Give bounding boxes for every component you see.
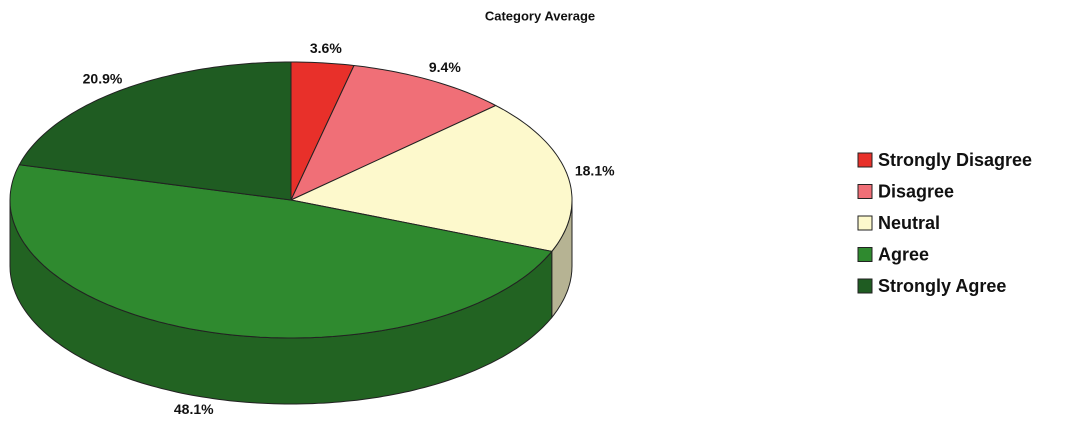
pie-slice bbox=[18, 61, 292, 201]
pie-slice bbox=[289, 104, 573, 252]
legend-label: Disagree bbox=[878, 181, 954, 201]
data-label: 3.6% bbox=[310, 40, 342, 56]
legend-label: Strongly Disagree bbox=[878, 150, 1032, 170]
chart-title: Category Average bbox=[485, 8, 595, 23]
data-label: 18.1% bbox=[575, 163, 615, 179]
legend-label: Strongly Agree bbox=[878, 276, 1006, 296]
pie-slice bbox=[289, 64, 497, 202]
legend-swatch bbox=[857, 278, 873, 294]
legend-label: Agree bbox=[878, 244, 929, 264]
legend-swatch bbox=[857, 184, 873, 199]
pie-slice bbox=[9, 164, 553, 339]
data-label: 48.1% bbox=[174, 401, 214, 417]
legend-label: Neutral bbox=[878, 213, 940, 233]
legend-swatch bbox=[857, 215, 873, 231]
data-label: 9.4% bbox=[429, 59, 461, 75]
legend-swatch bbox=[857, 152, 873, 168]
legend-swatch bbox=[857, 247, 873, 262]
data-label: 20.9% bbox=[83, 70, 123, 86]
